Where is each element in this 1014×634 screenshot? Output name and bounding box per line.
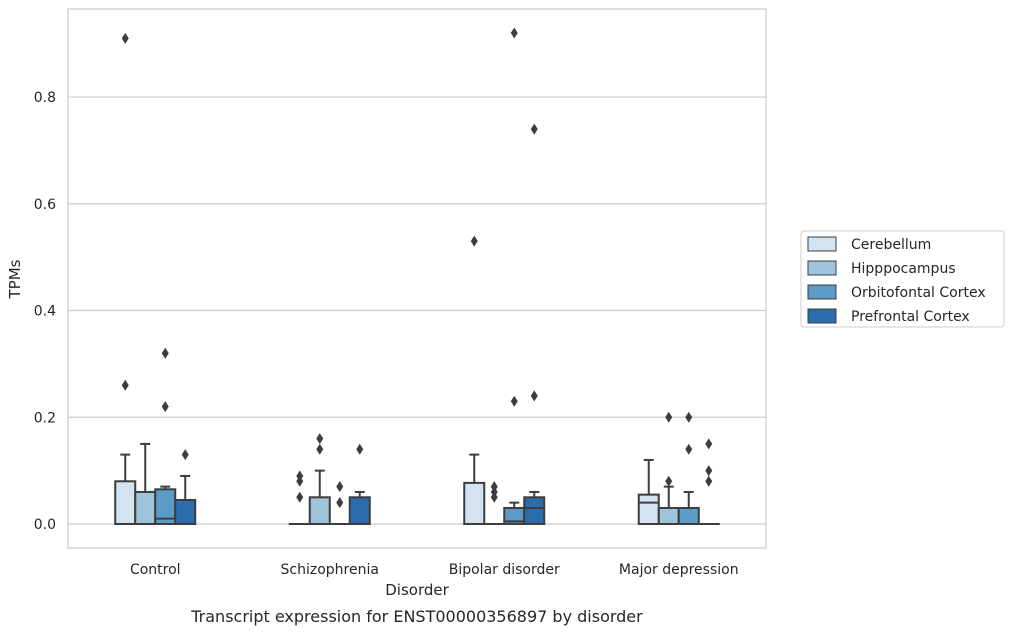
outlier-point xyxy=(181,449,189,461)
box xyxy=(677,506,700,525)
x-axis-title: Disorder xyxy=(385,581,449,599)
outlier-point xyxy=(296,491,304,503)
outlier-point xyxy=(490,481,498,493)
y-tick-label: 0.0 xyxy=(34,517,56,533)
box-group xyxy=(637,458,660,525)
outlier-point xyxy=(161,401,169,413)
box-group xyxy=(308,433,331,525)
y-tick-label: 0.8 xyxy=(34,90,56,106)
outlier-point xyxy=(665,411,673,423)
legend-label: Cerebellum xyxy=(851,237,931,253)
outlier-point xyxy=(336,481,344,493)
box xyxy=(463,481,486,525)
x-tick-label: Control xyxy=(130,562,181,578)
box-plot-series xyxy=(114,27,720,525)
box-group xyxy=(677,411,700,525)
x-tick-label: Bipolar disorder xyxy=(449,562,560,578)
outlier-point xyxy=(161,347,169,359)
x-tick-label: Schizophrenia xyxy=(281,562,379,578)
outlier-point xyxy=(336,497,344,509)
box xyxy=(657,506,680,525)
outlier-point xyxy=(296,470,304,482)
box-group xyxy=(657,411,680,525)
outlier-point xyxy=(685,443,693,455)
y-tick-label: 0.6 xyxy=(34,197,56,213)
outlier-point xyxy=(705,465,713,477)
box xyxy=(523,496,546,525)
outlier-point xyxy=(121,32,129,44)
box xyxy=(348,496,371,525)
legend-frame xyxy=(800,230,1005,328)
outlier-point xyxy=(530,123,538,135)
legend-swatch xyxy=(807,284,837,300)
legend-swatch xyxy=(807,308,837,324)
outlier-point xyxy=(316,433,324,445)
outlier-point xyxy=(665,475,673,487)
plot-frame xyxy=(67,8,767,549)
y-axis-title: TPMs xyxy=(6,259,24,299)
legend-items: Cerebellum Hipppocampus Orbitofontal Corte… xyxy=(807,236,986,325)
outlier-point xyxy=(530,390,538,402)
box-group xyxy=(328,481,351,525)
legend-swatch xyxy=(807,236,837,252)
outlier-point xyxy=(510,27,518,39)
plot-area xyxy=(68,9,766,548)
legend-label: Orbitofontal Cortex xyxy=(851,285,986,301)
outlier-point xyxy=(705,438,713,450)
box-group xyxy=(697,438,720,525)
box-group xyxy=(483,481,506,525)
legend: Cerebellum Hipppocampus Orbitofontal Corte… xyxy=(800,230,1005,328)
box-group xyxy=(348,443,371,525)
x-axis-ticks: Control Schizophrenia Bipolar disorder Majo… xyxy=(130,562,739,578)
y-tick-label: 0.2 xyxy=(34,410,56,426)
box-group xyxy=(288,470,311,525)
outlier-point xyxy=(470,235,478,247)
box xyxy=(134,490,157,525)
x-tick-label: Major depression xyxy=(619,562,739,578)
outlier-point xyxy=(685,411,693,423)
chart-caption: Transcript expression for ENST0000035689… xyxy=(190,607,643,626)
box xyxy=(637,493,660,525)
box-group xyxy=(463,235,486,525)
outlier-point xyxy=(705,475,713,487)
box xyxy=(114,480,137,525)
box-group xyxy=(114,32,137,525)
y-axis-ticks: 0.0 0.2 0.4 0.6 0.8 xyxy=(34,90,56,533)
box-group xyxy=(134,442,157,525)
box-group xyxy=(523,123,546,525)
outlier-point xyxy=(356,443,364,455)
outlier-point xyxy=(121,379,129,391)
box-group xyxy=(174,449,197,525)
outlier-point xyxy=(510,395,518,407)
outlier-point xyxy=(316,443,324,455)
legend-label: Hipppocampus xyxy=(851,261,956,277)
box xyxy=(308,496,331,525)
legend-label: Prefrontal Cortex xyxy=(851,309,970,325)
box xyxy=(174,498,197,525)
y-tick-label: 0.4 xyxy=(34,304,56,320)
legend-swatch xyxy=(807,260,837,276)
